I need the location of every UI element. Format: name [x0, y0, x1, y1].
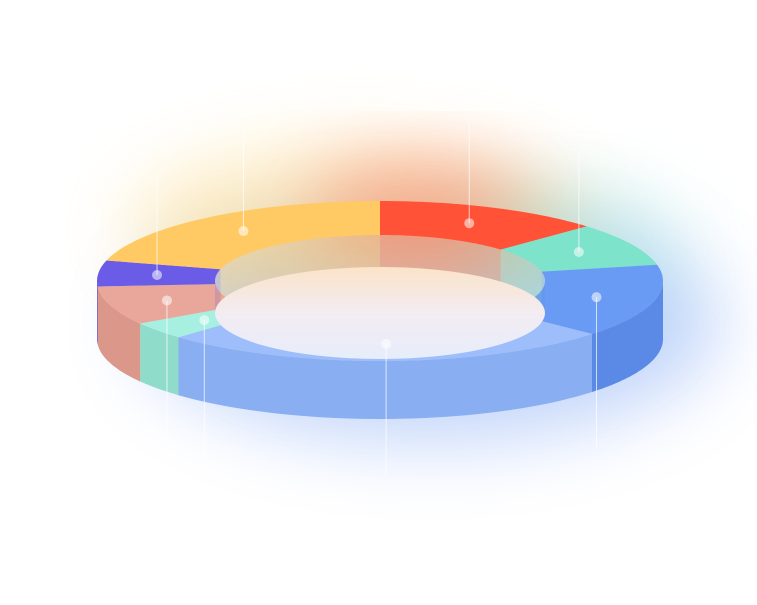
leader-lines: [152, 123, 602, 475]
slice-side-5: [97, 286, 141, 382]
leader-dot-0: [464, 218, 475, 229]
leader-dot-4: [199, 315, 210, 326]
slice-side-6: [97, 281, 98, 345]
slice-inner-wall-1: [500, 249, 542, 304]
slice-side-2: [592, 281, 663, 392]
slice-side-4: [140, 323, 179, 396]
leader-dot-5: [161, 295, 172, 306]
slice-side-3: [178, 334, 592, 419]
donut-side-walls: [97, 281, 663, 419]
donut-hole: [215, 235, 545, 359]
slice-inner-wall-0: [380, 235, 501, 282]
leader-dot-2: [591, 292, 602, 303]
leader-dot-6: [152, 269, 163, 280]
leader-dot-3: [381, 338, 392, 349]
slice-0: [380, 201, 587, 250]
slice-inner-wall-2: [541, 271, 545, 313]
leader-dot-7: [238, 226, 249, 237]
slice-inner-wall-7: [220, 235, 380, 302]
slice-inner-wall-6: [215, 269, 221, 313]
leader-dot-1: [573, 247, 584, 258]
donut-hole-floor: [215, 267, 545, 359]
